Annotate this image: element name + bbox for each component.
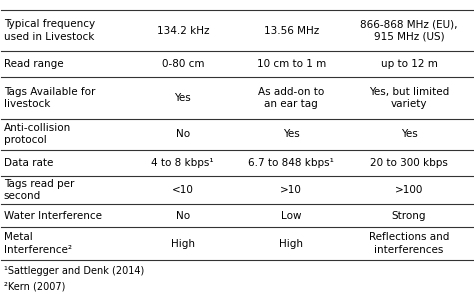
Text: Reflections and
interferences: Reflections and interferences xyxy=(369,232,449,255)
Text: 4 to 8 kbps¹: 4 to 8 kbps¹ xyxy=(152,158,214,168)
Text: 13.56 MHz: 13.56 MHz xyxy=(264,26,319,36)
Text: 866-868 MHz (EU),
915 MHz (US): 866-868 MHz (EU), 915 MHz (US) xyxy=(360,19,458,42)
Text: ²Kern (2007): ²Kern (2007) xyxy=(4,281,65,291)
Text: Tags read per
second: Tags read per second xyxy=(4,179,74,201)
Text: Yes, but limited
variety: Yes, but limited variety xyxy=(369,87,449,109)
Text: No: No xyxy=(176,129,190,139)
Text: Data rate: Data rate xyxy=(4,158,53,168)
Text: 10 cm to 1 m: 10 cm to 1 m xyxy=(256,59,326,69)
Text: Strong: Strong xyxy=(392,211,426,221)
Text: High: High xyxy=(171,238,195,248)
Text: No: No xyxy=(176,211,190,221)
Text: 134.2 kHz: 134.2 kHz xyxy=(156,26,209,36)
Text: Yes: Yes xyxy=(283,129,300,139)
Text: up to 12 m: up to 12 m xyxy=(381,59,438,69)
Text: Low: Low xyxy=(281,211,301,221)
Text: 0-80 cm: 0-80 cm xyxy=(162,59,204,69)
Text: 6.7 to 848 kbps¹: 6.7 to 848 kbps¹ xyxy=(248,158,334,168)
Text: Tags Available for
livestock: Tags Available for livestock xyxy=(4,87,95,109)
Text: Read range: Read range xyxy=(4,59,64,69)
Text: ¹Sattlegger and Denk (2014): ¹Sattlegger and Denk (2014) xyxy=(4,266,144,276)
Text: As add-on to
an ear tag: As add-on to an ear tag xyxy=(258,87,324,109)
Text: Anti-collision
protocol: Anti-collision protocol xyxy=(4,123,71,146)
Text: Yes: Yes xyxy=(174,93,191,103)
Text: Metal
Interference²: Metal Interference² xyxy=(4,232,72,255)
Text: Yes: Yes xyxy=(401,129,418,139)
Text: <10: <10 xyxy=(172,185,194,195)
Text: High: High xyxy=(279,238,303,248)
Text: >100: >100 xyxy=(395,185,423,195)
Text: Water Interference: Water Interference xyxy=(4,211,102,221)
Text: Typical frequency
used in Livestock: Typical frequency used in Livestock xyxy=(4,19,95,42)
Text: >10: >10 xyxy=(280,185,302,195)
Text: 20 to 300 kbps: 20 to 300 kbps xyxy=(370,158,448,168)
